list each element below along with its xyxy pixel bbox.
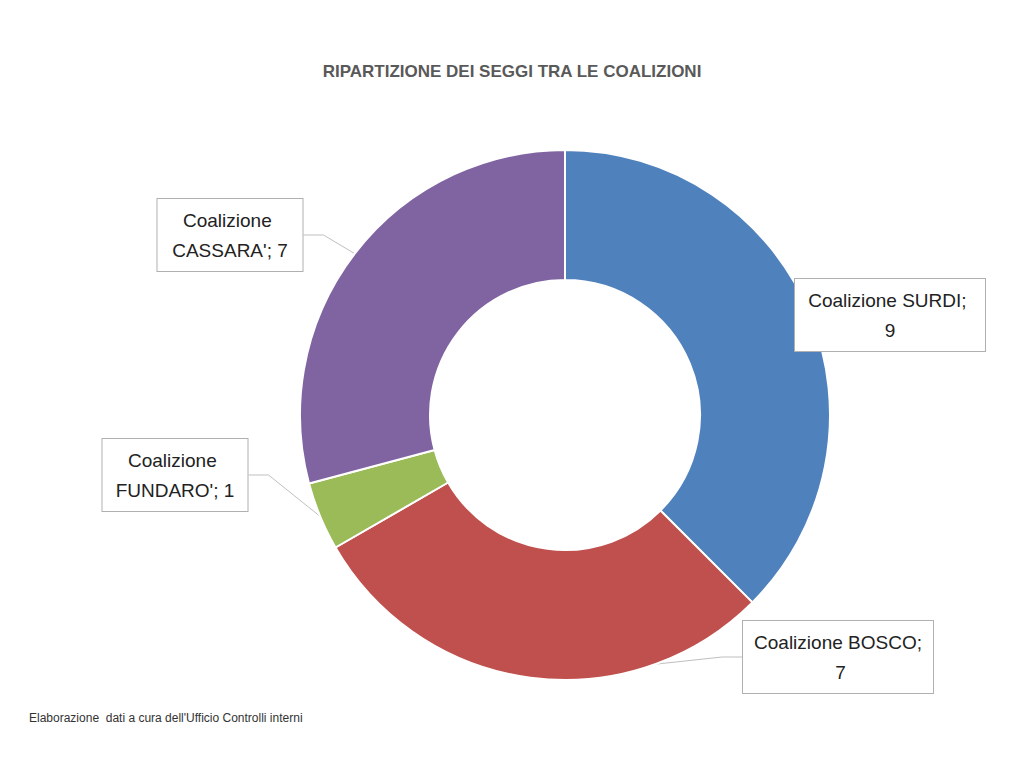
svg-text:Coalizione BOSCO;: Coalizione BOSCO; [754,632,922,653]
svg-text:Coalizione: Coalizione [128,450,222,471]
svg-text:RIPARTIZIONE DEI SEGGI TRA LE: RIPARTIZIONE DEI SEGGI TRA LE COALIZIONI [323,62,702,81]
svg-text:CASSARA'; 7: CASSARA'; 7 [172,240,288,261]
svg-text:Elaborazione dati a cura dell: Elaborazione dati a cura dell'Ufficio Co… [29,711,303,725]
svg-text:FUNDARO'; 1: FUNDARO'; 1 [116,480,235,501]
svg-text:Coalizione SURDI;: Coalizione SURDI; [808,290,972,311]
svg-text:7: 7 [830,662,846,683]
svg-text:Coalizione: Coalizione [183,210,277,231]
svg-text:9: 9 [885,320,896,341]
